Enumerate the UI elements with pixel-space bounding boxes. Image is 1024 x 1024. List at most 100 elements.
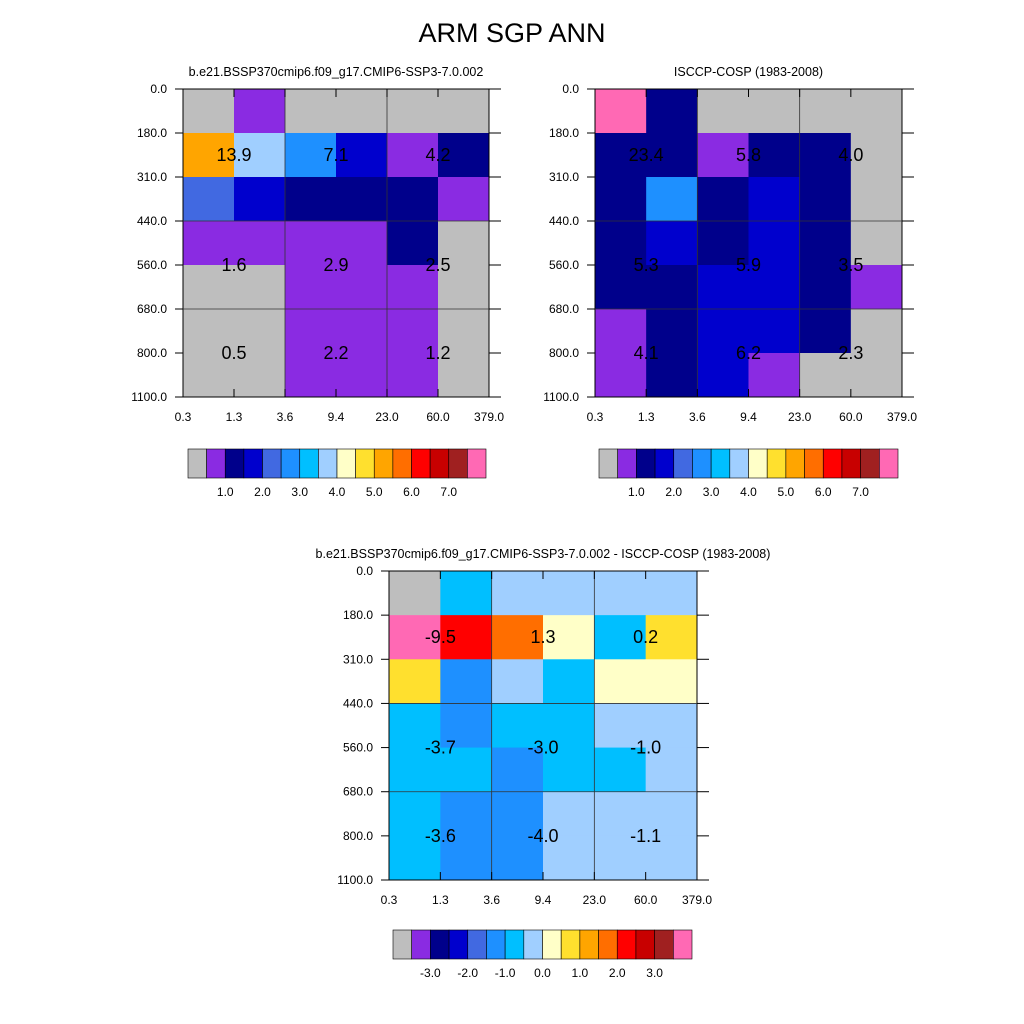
diff-colorbar-swatch (579, 929, 599, 960)
obs-colorbar-label: 2.0 (665, 485, 682, 499)
model-cell (438, 353, 490, 398)
model-cell (285, 221, 337, 266)
obs-x-tick-label: 60.0 (839, 410, 863, 424)
obs-colorbar-swatch (673, 448, 693, 479)
model-y-tick-label: 440.0 (137, 214, 167, 228)
diff-cell (389, 703, 441, 749)
diff-cell (594, 747, 647, 793)
model-colorbar-label: 4.0 (329, 485, 346, 499)
obs-cell (646, 265, 698, 310)
obs-colorbar-swatch (654, 448, 675, 479)
diff-colorbar-swatch (467, 929, 487, 960)
model-cell (234, 309, 286, 354)
obs-colorbar-swatch (636, 448, 656, 479)
obs-cell (799, 221, 852, 266)
model-colorbar-swatch (187, 448, 207, 479)
model-cell (285, 265, 337, 310)
diff-y-tick-label: 180.0 (343, 608, 373, 622)
obs-colorbar-label: 5.0 (778, 485, 795, 499)
obs-x-tick-label: 23.0 (788, 410, 812, 424)
model-colorbar-swatch (373, 448, 394, 479)
obs-cell-value: 4.1 (634, 343, 659, 363)
model-colorbar-label: 3.0 (291, 485, 308, 499)
model-x-tick-label: 60.0 (426, 410, 450, 424)
obs-cell (748, 221, 801, 266)
model-cell (438, 133, 490, 178)
obs-cell (850, 221, 903, 266)
obs-cell (697, 265, 749, 310)
model-cell (336, 353, 388, 398)
diff-colorbar-swatch (430, 929, 450, 960)
diff-colorbar-swatch (486, 929, 506, 960)
diff-cell (491, 659, 544, 704)
model-cell (438, 309, 490, 354)
diff-cell (645, 791, 698, 837)
diff-cell (389, 615, 441, 660)
diff-colorbar-swatch (673, 929, 693, 960)
diff-cell (645, 747, 698, 793)
diff-y-tick-label: 0.0 (356, 564, 373, 578)
obs-colorbar-swatch (748, 448, 768, 479)
model-colorbar-label: 1.0 (217, 485, 234, 499)
diff-cell (389, 835, 441, 881)
diff-cell (543, 659, 595, 704)
diff-cell (645, 615, 698, 660)
model-cell-value: 2.5 (425, 255, 450, 275)
obs-cell (646, 221, 698, 266)
obs-plot-title: ISCCP-COSP (1983-2008) (674, 65, 823, 79)
model-colorbar-swatch (206, 448, 226, 479)
obs-x-tick-label: 1.3 (638, 410, 655, 424)
diff-cell-value: -1.0 (630, 738, 661, 758)
obs-y-tick-label: 0.0 (562, 82, 579, 96)
diff-cell-value: -1.1 (630, 826, 661, 846)
model-x-tick-label: 3.6 (277, 410, 294, 424)
diff-cell (645, 659, 698, 704)
obs-cell (646, 177, 698, 222)
model-colorbar-swatch (280, 448, 301, 479)
model-cell (336, 221, 388, 266)
diff-cell (389, 791, 441, 837)
diff-colorbar-label: -1.0 (495, 966, 516, 980)
obs-cell (850, 133, 903, 178)
obs-cell (646, 89, 698, 134)
obs-cell (646, 133, 698, 178)
model-colorbar-label: 2.0 (254, 485, 271, 499)
diff-x-tick-label: 3.6 (483, 893, 500, 907)
model-cell-value: 13.9 (216, 145, 251, 165)
obs-y-tick-label: 310.0 (549, 170, 579, 184)
model-x-tick-label: 1.3 (226, 410, 243, 424)
model-plot: b.e21.BSSP370cmip6.f09_g17.CMIP6-SSP3-7.… (131, 65, 504, 499)
diff-cell (645, 835, 698, 881)
obs-cell-value: 5.8 (736, 145, 761, 165)
diff-plot-title: b.e21.BSSP370cmip6.f09_g17.CMIP6-SSP3-7.… (316, 547, 771, 561)
model-plot-title: b.e21.BSSP370cmip6.f09_g17.CMIP6-SSP3-7.… (189, 65, 484, 79)
model-y-tick-label: 180.0 (137, 126, 167, 140)
diff-cell (543, 747, 595, 793)
diff-cell (491, 703, 544, 749)
model-cell (183, 353, 235, 398)
diff-colorbar-swatch (635, 929, 655, 960)
model-x-tick-label: 9.4 (328, 410, 345, 424)
obs-cell-value: 3.5 (838, 255, 863, 275)
model-colorbar-swatch (336, 448, 356, 479)
obs-colorbar-label: 1.0 (628, 485, 645, 499)
diff-colorbar-swatch (411, 929, 431, 960)
model-y-tick-label: 560.0 (137, 258, 167, 272)
model-y-tick-label: 1100.0 (131, 390, 167, 404)
model-cell (336, 265, 388, 310)
obs-colorbar-label: 4.0 (740, 485, 757, 499)
model-cell (387, 353, 439, 398)
model-cell-value: 0.5 (221, 343, 246, 363)
diff-colorbar-label: 1.0 (572, 966, 589, 980)
model-cell-value: 1.2 (425, 343, 450, 363)
diff-colorbar-label: 3.0 (646, 966, 663, 980)
obs-cell (697, 133, 749, 178)
model-cell (336, 133, 388, 178)
obs-cell (595, 133, 647, 178)
obs-cell (748, 309, 801, 354)
model-cell (234, 353, 286, 398)
model-cell (387, 89, 439, 134)
obs-colorbar-swatch (879, 448, 899, 479)
model-colorbar-swatch (448, 448, 468, 479)
diff-cell (594, 703, 647, 749)
